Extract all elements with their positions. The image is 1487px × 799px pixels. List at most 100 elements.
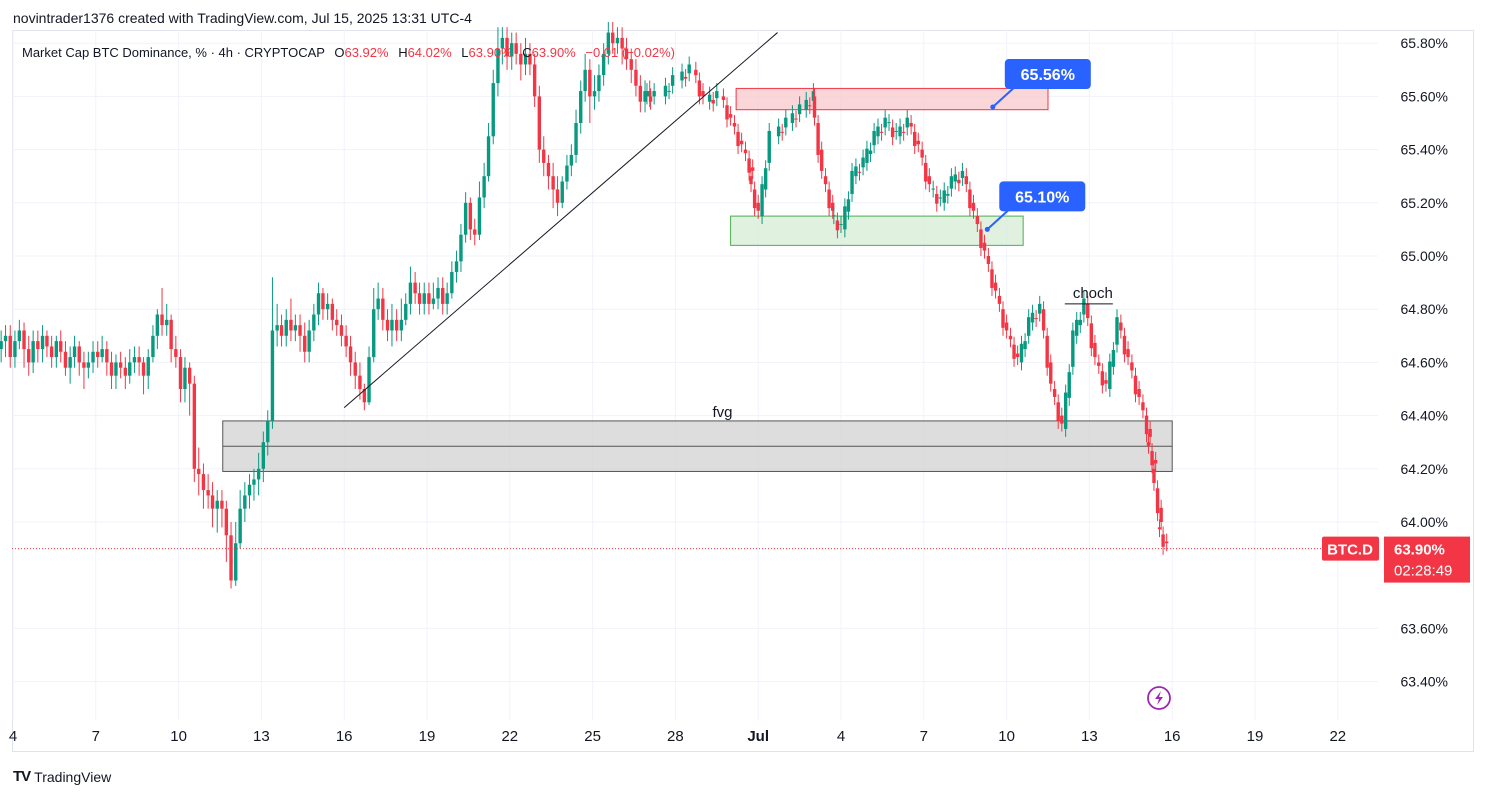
y-tick-label: 65.40% [1401,142,1448,158]
candle-body [206,490,210,496]
y-tick-label: 64.40% [1401,408,1448,424]
footer[interactable]: TV TradingView [13,768,111,785]
candle-body [827,189,831,209]
candle-body [938,197,943,199]
candle-body [238,508,242,544]
overlays: 65.56% 65.10% choch [12,32,1378,710]
candle-body [325,303,330,310]
candle-body [707,94,712,102]
candle-body [648,91,652,97]
candle-body [63,351,68,368]
candle-body [1111,349,1116,367]
candle-body [629,59,633,70]
candle-body [178,357,183,389]
candle-body [417,293,422,304]
candle-body [667,91,671,93]
candle-body [905,117,909,128]
candle-body [468,202,473,230]
lightning-icon[interactable] [1147,686,1171,710]
candle-body [275,325,279,331]
candle-body [376,298,380,310]
candle-body [316,293,321,315]
candle-body [606,32,611,54]
x-tick-label: 4 [9,728,17,745]
candle-body [993,282,998,291]
candle-body [1012,344,1016,359]
candle-body [846,199,851,212]
candle-body [883,117,887,128]
candle-body [445,293,449,304]
candle-body [82,362,86,368]
candle-body [1060,415,1064,424]
candle-body [839,224,843,226]
y-tick-label: 65.20% [1401,195,1448,211]
open-label: O [334,45,345,60]
candle-body [3,335,8,342]
candle-body [1052,389,1057,397]
candle-body [532,64,537,97]
candle-body [601,53,606,76]
candle-body [780,131,784,133]
candle-body [174,349,178,358]
candle-body [615,37,620,44]
candle-body [645,91,649,97]
candle-body [59,341,63,352]
candle-body [924,162,928,182]
candle-body [160,314,164,326]
candle-body [747,158,751,173]
candle-body [289,319,293,331]
candle-body [1089,323,1094,349]
candle-body [137,357,141,363]
candle-body [353,362,357,376]
candle-body [528,53,532,65]
candle-body [1001,309,1005,328]
candle-body [1004,322,1009,331]
candle-body [482,176,486,198]
candle-body [49,346,54,358]
candle-body [990,269,994,288]
candle-body [1026,317,1031,336]
x-axis[interactable]: 4 7 10 13 16 19 22 25 28 Jul 4 7 10 13 16 19 22 [9,728,1346,745]
candle-body [832,215,836,217]
price-badge [1384,536,1470,583]
candle-body [399,319,404,331]
callout-65-56: 65.56% [1021,67,1075,84]
candle-body [279,325,284,336]
tradingview-logo-icon: TV [13,768,31,785]
candle-body [1100,371,1105,386]
callout-65-56-box [1004,59,1091,90]
candle-body [1153,459,1158,464]
symbol-legend[interactable]: Market Cap BTC Dominance, % · 4h · CRYPT… [22,45,675,60]
candle-body [912,131,917,147]
candle-body [155,314,160,336]
low-value: 63.90% [468,45,513,60]
candle-body [321,293,325,310]
candle-body [865,148,869,163]
candle-body [450,271,454,294]
candle-body [861,157,865,168]
high-value: 64.02% [407,45,452,60]
candle-body [1157,527,1162,530]
candle-body [1097,362,1101,366]
candle-body [583,69,587,92]
candle-body [663,85,668,97]
candle-body [151,335,155,358]
candle-body [215,500,219,509]
candle-body [372,309,376,358]
candle-body [210,495,215,509]
candle-body [362,389,367,403]
candle-body [879,131,884,133]
chart-credit: novintrader1376 created with TradingView… [13,10,472,26]
candle-body [749,176,753,185]
symbol-name: Market Cap BTC Dominance, % · 4h · CRYPT… [22,45,325,60]
candle-body [390,319,394,331]
candle-body [920,149,924,158]
candle-body [431,298,436,304]
y-axis[interactable]: 65.80% 65.60% 65.40% 65.20% 65.00% 64.80% 64.6… [1401,35,1448,689]
candle-body [77,346,81,363]
candle-body [427,293,431,304]
candle-body [1146,442,1151,446]
candle-body [1144,415,1149,435]
x-tick-label: 22 [501,728,518,745]
